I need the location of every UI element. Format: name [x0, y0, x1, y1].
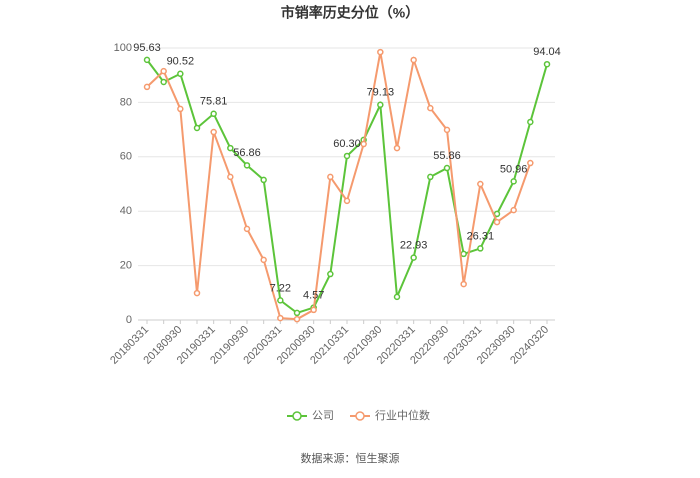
- point: [443, 126, 451, 134]
- point: [527, 118, 534, 126]
- point: [143, 56, 151, 64]
- point: [510, 206, 517, 214]
- point: [393, 144, 401, 152]
- point: [177, 105, 184, 113]
- legend-marker: [292, 411, 302, 421]
- point: [160, 67, 167, 75]
- point: [510, 178, 517, 185]
- point: [243, 225, 251, 233]
- point: [360, 140, 367, 148]
- point: [343, 197, 351, 205]
- point: [543, 60, 551, 68]
- point: [260, 176, 267, 184]
- point: [143, 83, 151, 91]
- source: 数据来源：恒生聚源: [301, 451, 400, 465]
- y-tick-label: 80: [120, 96, 132, 108]
- data-label: 94.04: [533, 46, 561, 58]
- point: [210, 110, 217, 118]
- point: [293, 315, 301, 323]
- point: [277, 314, 284, 322]
- point: [343, 152, 351, 160]
- data-label: 60.30: [333, 138, 361, 150]
- point: [377, 101, 384, 109]
- data-label: 95.63: [133, 42, 161, 54]
- data-label: 56.86: [233, 147, 261, 159]
- point: [160, 78, 167, 86]
- y-tick-label: 0: [126, 314, 132, 326]
- point: [210, 128, 217, 136]
- data-label: 79.13: [367, 87, 395, 99]
- point: [427, 104, 434, 112]
- point: [477, 180, 484, 188]
- y-tick-label: 20: [120, 260, 132, 272]
- legend-marker: [355, 411, 365, 421]
- point: [443, 164, 451, 172]
- data-label: 75.81: [200, 96, 228, 108]
- data-label: 55.86: [433, 150, 461, 162]
- point: [410, 254, 417, 261]
- point: [460, 280, 467, 288]
- series-line: [146, 51, 532, 321]
- point: [310, 306, 317, 314]
- data-label: 22.93: [400, 240, 428, 252]
- chart-title: 市销率历史分位（%）: [281, 5, 419, 21]
- point: [393, 293, 401, 301]
- legend-label: 公司: [312, 410, 334, 422]
- point: [327, 173, 334, 181]
- point: [227, 173, 234, 181]
- data-label: 26.31: [467, 230, 495, 242]
- data-label: 50.96: [500, 163, 528, 175]
- point: [193, 289, 201, 297]
- legend-label: 行业中位数: [375, 408, 430, 422]
- point: [277, 297, 284, 304]
- point: [527, 159, 534, 167]
- y-tick-label: 40: [120, 205, 132, 217]
- point: [293, 309, 301, 317]
- point: [427, 173, 434, 181]
- point: [493, 218, 501, 226]
- point: [193, 124, 201, 132]
- point: [327, 270, 334, 278]
- y-tick-label: 100: [114, 42, 132, 54]
- point: [260, 256, 267, 264]
- point: [177, 70, 184, 78]
- point: [377, 48, 384, 56]
- data-label: 90.52: [167, 56, 195, 68]
- point: [227, 144, 234, 152]
- y-tick-label: 60: [120, 151, 132, 163]
- data-label: 4.57: [303, 289, 324, 301]
- point: [477, 245, 484, 252]
- point: [243, 162, 251, 169]
- point: [460, 250, 467, 258]
- data-label: 7.22: [270, 282, 291, 294]
- point: [410, 56, 417, 64]
